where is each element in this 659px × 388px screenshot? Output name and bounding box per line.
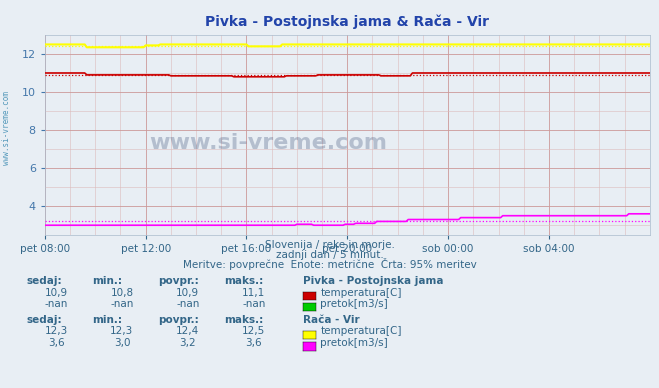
- Text: maks.:: maks.:: [224, 276, 264, 286]
- Text: sedaj:: sedaj:: [26, 315, 62, 325]
- Text: Meritve: povprečne  Enote: metrične  Črta: 95% meritev: Meritve: povprečne Enote: metrične Črta:…: [183, 258, 476, 270]
- Text: pretok[m3/s]: pretok[m3/s]: [320, 338, 388, 348]
- Text: 10,9: 10,9: [44, 288, 68, 298]
- Text: temperatura[C]: temperatura[C]: [320, 326, 402, 336]
- Text: www.si-vreme.com: www.si-vreme.com: [150, 133, 387, 153]
- Text: 10,9: 10,9: [176, 288, 200, 298]
- Text: Pivka - Postojnska jama & Rača - Vir: Pivka - Postojnska jama & Rača - Vir: [206, 14, 489, 29]
- Text: sedaj:: sedaj:: [26, 276, 62, 286]
- Text: Slovenija / reke in morje.: Slovenija / reke in morje.: [264, 240, 395, 250]
- Text: 3,2: 3,2: [179, 338, 196, 348]
- Text: -nan: -nan: [176, 298, 200, 308]
- Text: maks.:: maks.:: [224, 315, 264, 325]
- Text: 3,0: 3,0: [113, 338, 130, 348]
- Text: 12,5: 12,5: [242, 326, 266, 336]
- Text: 12,3: 12,3: [110, 326, 134, 336]
- Text: 3,6: 3,6: [245, 338, 262, 348]
- Text: 3,6: 3,6: [47, 338, 65, 348]
- Text: min.:: min.:: [92, 315, 123, 325]
- Text: 12,3: 12,3: [44, 326, 68, 336]
- Text: povpr.:: povpr.:: [158, 276, 199, 286]
- Text: -nan: -nan: [44, 298, 68, 308]
- Text: Pivka - Postojnska jama: Pivka - Postojnska jama: [303, 276, 444, 286]
- Text: min.:: min.:: [92, 276, 123, 286]
- Text: povpr.:: povpr.:: [158, 315, 199, 325]
- Text: 11,1: 11,1: [242, 288, 266, 298]
- Text: 12,4: 12,4: [176, 326, 200, 336]
- Text: Rača - Vir: Rača - Vir: [303, 315, 360, 325]
- Text: pretok[m3/s]: pretok[m3/s]: [320, 298, 388, 308]
- Text: -nan: -nan: [242, 298, 266, 308]
- Text: www.si-vreme.com: www.si-vreme.com: [2, 91, 11, 165]
- Text: 10,8: 10,8: [110, 288, 134, 298]
- Text: temperatura[C]: temperatura[C]: [320, 288, 402, 298]
- Text: zadnji dan / 5 minut.: zadnji dan / 5 minut.: [275, 250, 384, 260]
- Text: -nan: -nan: [110, 298, 134, 308]
